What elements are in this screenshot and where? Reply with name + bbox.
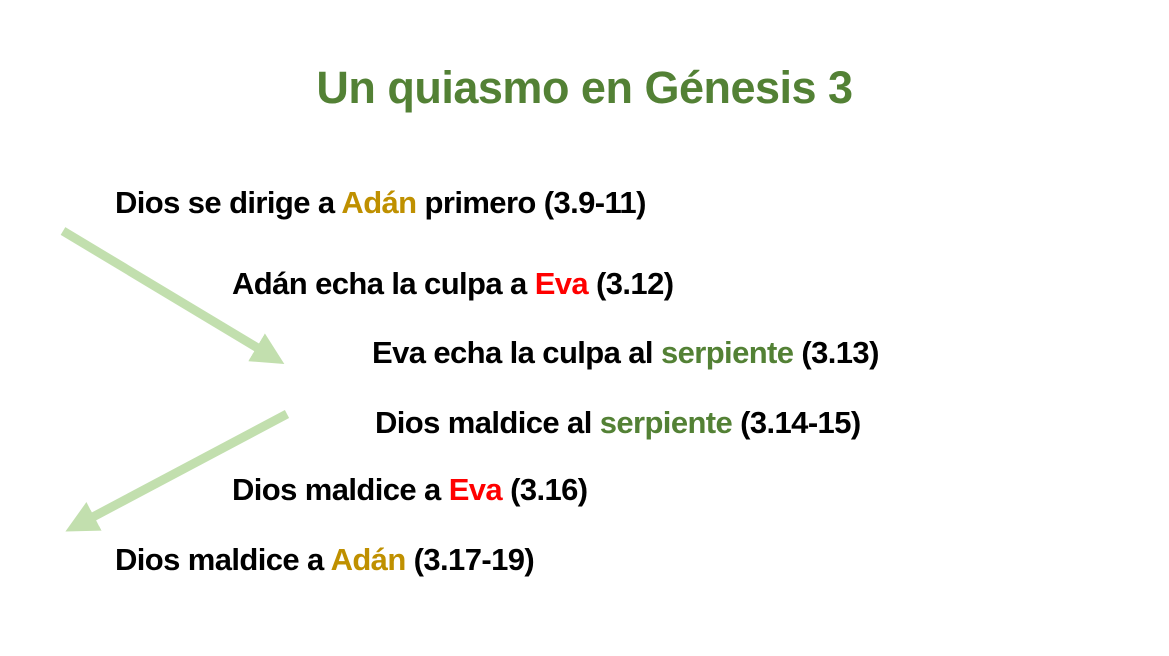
chiasm-line-3: Eva echa la culpa al serpiente (3.13) bbox=[372, 333, 879, 373]
keyword-serpiente: serpiente bbox=[660, 335, 794, 370]
line-text-prefix: Adán echa la culpa a bbox=[232, 266, 535, 301]
line-text-suffix: (3.17-19) bbox=[405, 542, 535, 577]
line-text-suffix: (3.16) bbox=[502, 472, 588, 507]
line-text-suffix: (3.14-15) bbox=[732, 405, 861, 440]
line-text-suffix: (3.12) bbox=[588, 266, 674, 301]
line-text-suffix: (3.13) bbox=[793, 335, 879, 370]
keyword-eva: Eva bbox=[448, 472, 503, 507]
chiasm-line-4: Dios maldice al serpiente (3.14-15) bbox=[375, 403, 861, 443]
line-text-prefix: Dios maldice a bbox=[115, 542, 331, 577]
slide-title: Un quiasmo en Génesis 3 bbox=[316, 62, 853, 113]
line-text-prefix: Eva echa la culpa al bbox=[372, 335, 661, 370]
chiasm-line-2: Adán echa la culpa a Eva (3.12) bbox=[232, 264, 674, 304]
line-text-prefix: Dios maldice a bbox=[232, 472, 449, 507]
chiasm-line-5: Dios maldice a Eva (3.16) bbox=[232, 470, 588, 510]
line-text-suffix: primero (3.9-11) bbox=[416, 185, 647, 220]
line-text-prefix: Dios maldice al bbox=[375, 405, 600, 440]
line-text-prefix: Dios se dirige a bbox=[115, 185, 342, 220]
chiasm-line-1: Dios se dirige a Adán primero (3.9-11) bbox=[115, 183, 646, 223]
keyword-eva: Eva bbox=[534, 266, 589, 301]
chiasm-line-6: Dios maldice a Adán (3.17-19) bbox=[115, 540, 535, 580]
keyword-adan: Adán bbox=[341, 185, 417, 220]
keyword-serpiente: serpiente bbox=[599, 405, 733, 440]
keyword-adan: Adán bbox=[330, 542, 407, 577]
